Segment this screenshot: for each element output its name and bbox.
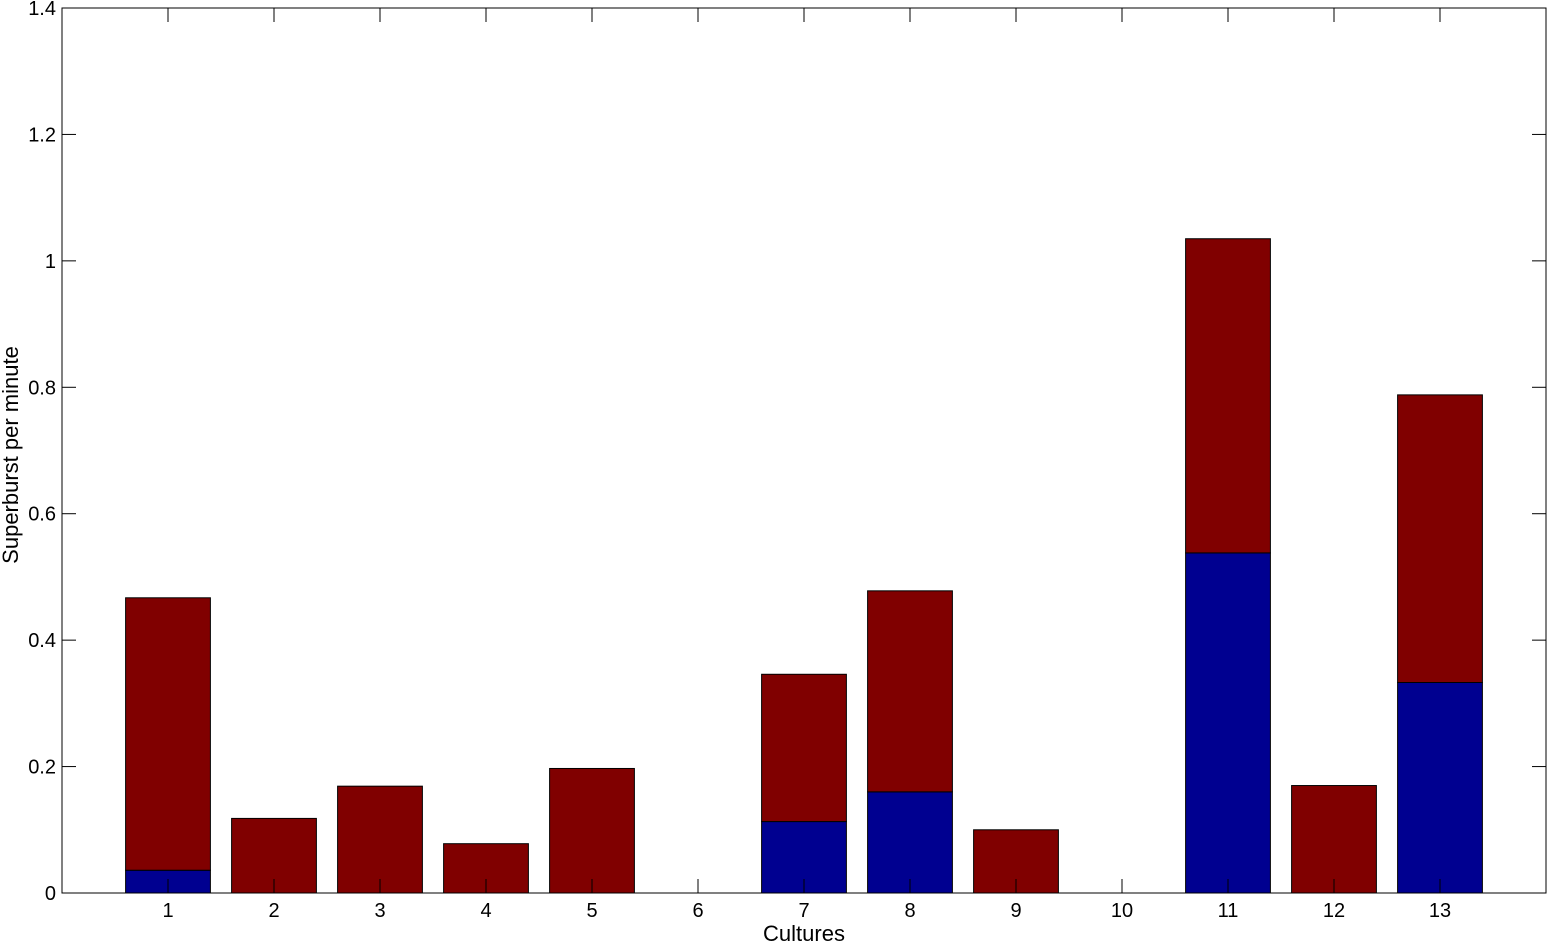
y-tick-label: 1.4: [28, 0, 56, 20]
plot-frame: [61, 7, 1547, 894]
bar-culture-3-series-2: [337, 785, 423, 894]
x-tick-label: 5: [586, 900, 597, 922]
x-tick-label: 6: [692, 900, 703, 922]
x-tick-label: 1: [162, 900, 173, 922]
bar-culture-13-series-2: [1397, 394, 1483, 683]
bar-culture-11-series-2: [1185, 238, 1271, 554]
x-tick-label: 2: [268, 900, 279, 922]
y-axis-label: Superburst per minute: [0, 346, 23, 564]
y-tick-label: 0.4: [28, 630, 56, 652]
bars-layer: [125, 238, 1483, 894]
bar-culture-12-series-2: [1291, 785, 1377, 894]
x-tick-label: 10: [1111, 900, 1133, 922]
x-tick-label: 8: [904, 900, 915, 922]
x-tick-label: 11: [1218, 900, 1239, 922]
y-tick-label: 0.2: [28, 757, 56, 779]
y-tick-label: 0.8: [28, 377, 56, 399]
x-tick-label: 12: [1323, 900, 1345, 922]
x-tick-label: 9: [1010, 900, 1021, 922]
bar-culture-5-series-2: [549, 767, 635, 894]
x-axis-label: Cultures: [763, 921, 845, 943]
y-tick-label: 1: [45, 251, 56, 273]
x-tick-label: 13: [1429, 900, 1451, 922]
ticks-layer: [62, 7, 1546, 894]
y-tick-label: 0.6: [28, 504, 56, 526]
y-tick-label: 1.2: [28, 124, 56, 146]
bar-culture-7-series-2: [761, 673, 847, 823]
bar-culture-11-series-1: [1185, 552, 1271, 894]
bar-culture-8-series-1: [867, 791, 953, 894]
x-tick-label: 3: [374, 900, 385, 922]
bar-culture-1-series-2: [125, 597, 211, 871]
bar-culture-13-series-1: [1397, 682, 1483, 894]
x-tick-label: 7: [798, 900, 809, 922]
x-tick-label: 4: [480, 900, 491, 922]
y-tick-label: 0: [45, 883, 56, 905]
bar-culture-8-series-2: [867, 590, 953, 793]
